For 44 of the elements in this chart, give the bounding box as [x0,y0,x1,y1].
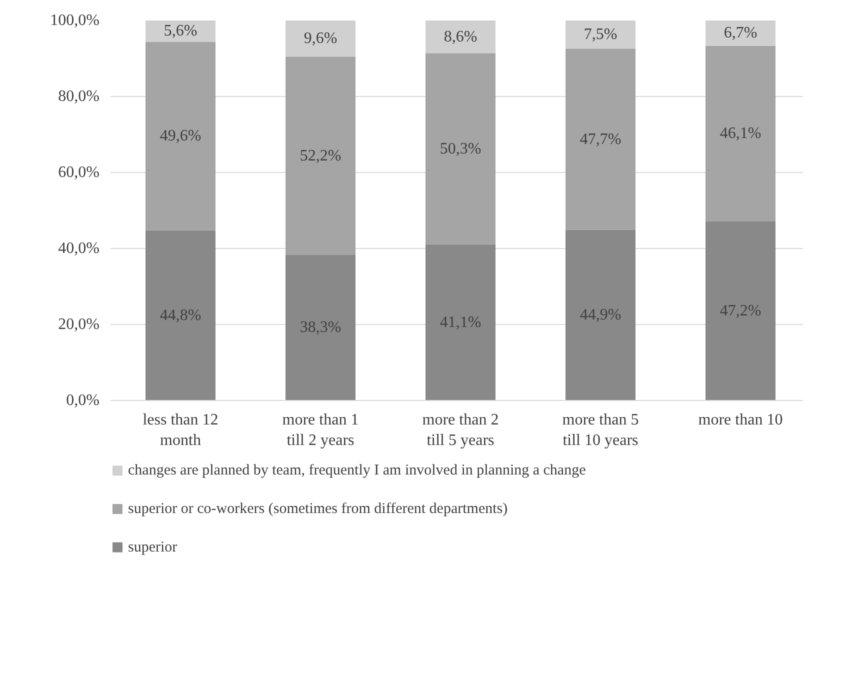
bar [566,20,636,49]
x-tick-label: more than 10 [698,412,783,428]
legend-label: changes are planned by team, frequently I am involved in planning a change [128,462,586,479]
legend-label: superior or co-workers (sometimes from different departments) [128,501,508,517]
data-label: 47,2% [720,302,762,320]
y-tick-label: 60,0% [58,164,100,181]
x-tick-label: more than 1 till 2 years [282,412,359,449]
x-tick-label: more than 2 till 5 years [422,412,499,449]
data-label: 7,5% [584,26,618,43]
data-label: 47,7% [580,130,622,148]
data-label: 38,3% [300,319,342,336]
bar [146,230,216,400]
bar [286,254,356,400]
data-label: 50,3% [440,140,482,158]
data-label: 49,6% [160,128,202,145]
bar [706,221,776,400]
x-tick-label: less than 12 month [142,412,218,449]
y-tick-label: 100,0% [50,12,100,29]
bar [286,20,356,57]
data-label: 8,6% [444,28,478,46]
bar [566,48,636,230]
data-label: 44,8% [160,306,202,324]
data-label: 44,9% [580,306,622,324]
data-label: 46,1% [720,125,762,142]
bar [146,42,216,230]
x-tick-label: more than 5 till 10 years [562,412,639,449]
data-label: 9,6% [304,30,338,47]
bar [146,20,216,42]
data-label: 41,1% [440,314,482,331]
y-tick-label: 80,0% [58,88,100,105]
legend-label: superior [128,539,178,556]
y-tick-label: 0,0% [66,392,100,409]
data-label: 52,2% [300,147,342,164]
bar [566,230,636,400]
y-tick-label: 20,0% [58,316,100,333]
bar [286,56,356,255]
bar [706,46,776,222]
y-tick-label: 40,0% [58,240,100,257]
bar [426,244,496,400]
data-label: 6,7% [724,24,758,42]
bar [706,20,776,46]
data-label: 5,6% [164,22,198,40]
bar [426,20,496,54]
bar [426,53,496,244]
